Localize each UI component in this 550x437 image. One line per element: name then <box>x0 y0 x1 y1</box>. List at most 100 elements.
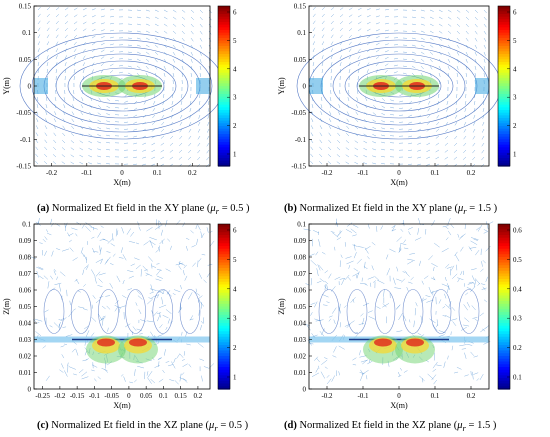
plot-a-vector <box>109 63 114 67</box>
plot-d-colorbar-label: 0.1 <box>513 374 522 382</box>
plot-b-vector <box>417 107 422 112</box>
plot-c-vector <box>54 282 62 286</box>
plot-a-colorbar-label: 3 <box>233 94 237 102</box>
plot-a-vector <box>55 62 58 67</box>
plot-c-vector <box>172 293 176 296</box>
plot-a-vector <box>207 107 210 112</box>
plot-b-vector <box>330 14 335 18</box>
plot-d-vector <box>350 228 357 234</box>
plot-d-vector <box>339 322 342 328</box>
plot-d-vector <box>398 247 401 252</box>
plot-a-vector <box>64 69 67 74</box>
plot-b-vector <box>312 41 315 46</box>
plot-d-colorbar-label: 0.4 <box>513 285 522 293</box>
plot-d-vector <box>441 283 449 287</box>
plot-d-vector <box>450 318 458 321</box>
plot-b-vector <box>330 62 333 67</box>
plot-b-vector <box>447 65 450 70</box>
plot-d-field <box>302 217 494 389</box>
plot-a-vector <box>179 142 183 147</box>
plot-b-vector <box>373 104 377 109</box>
caption-d-mu-sub: r <box>462 423 466 434</box>
plot-d-vector <box>346 222 353 227</box>
plot-b-vector <box>447 72 450 77</box>
plot-b-colorbar-segment <box>498 75 510 79</box>
plot-d-colorbar-segment <box>498 276 510 280</box>
plot-c-vector <box>128 241 136 243</box>
plot-d-vector <box>352 272 360 277</box>
plot-c-vector <box>203 366 209 369</box>
plot-d-vector <box>474 279 477 288</box>
plot-c-vector <box>58 283 62 292</box>
plot-a-vector <box>44 132 48 137</box>
plot-a-colorbar-segment <box>218 59 230 63</box>
plot-b-ytick-label: 0 <box>303 83 307 91</box>
plot-b-vector <box>481 135 485 140</box>
plot-d-colorbar-label: 0.3 <box>513 315 522 323</box>
plot-d-vector <box>324 357 328 360</box>
plot-d-colorbar <box>497 223 511 390</box>
plot-b-vector <box>372 126 377 130</box>
plot-b-ytick-label: -0.05 <box>291 109 306 117</box>
plot-d-vector <box>481 261 483 267</box>
plot-d-streamline <box>430 289 452 334</box>
plot-a-vector <box>82 14 87 18</box>
plot-a-vector <box>91 62 95 67</box>
plot-c-vector <box>137 365 145 369</box>
plot-b-vector <box>464 100 467 105</box>
plot-b-vector <box>381 120 386 123</box>
plot-c-colorbar-segment <box>218 248 230 253</box>
plot-d-vector <box>353 252 357 259</box>
plot-b-colorbar-segment <box>498 32 510 36</box>
plot-a-colorbar-segment <box>218 152 230 156</box>
plot-c-xtick-label: -0.2 <box>54 392 66 400</box>
plot-b-vector <box>420 37 425 40</box>
plot-a-vector <box>127 44 132 46</box>
plot-d-vector <box>468 282 472 284</box>
plot-d-hotspot-core <box>374 338 392 347</box>
plot-d-colorbar-segment <box>498 246 510 250</box>
plot-b-vector <box>429 44 434 48</box>
plot-b-vector <box>411 37 416 40</box>
plot-d-colorbar-segment <box>498 347 510 352</box>
plot-b-vector <box>321 69 323 74</box>
plot-d-vector <box>421 280 424 285</box>
plot-a-vector <box>172 23 177 27</box>
plot-d-vector <box>407 260 414 265</box>
plot-a-vector <box>199 30 203 35</box>
plot-d-vector <box>407 227 413 230</box>
panel-d: -0.2 -0.1 0 0.1 0.2 X(m) 0.1 0.09 0.08 0.07 0.06 0.… <box>275 217 550 437</box>
caption-c-text: Normalized Et field in the XZ plane ( <box>51 420 210 431</box>
plot-a-vector <box>181 23 186 27</box>
plot-a-edge-left <box>34 78 48 94</box>
plot-b-vector <box>454 114 458 119</box>
caption-a-mu-sub: r <box>215 206 220 217</box>
plot-b-vector <box>372 148 377 151</box>
plot-c-hotspot-core <box>97 338 115 347</box>
plot-b-vector <box>339 27 343 32</box>
plot-d-colorbar-segment <box>498 345 510 349</box>
plot-a-vector <box>73 34 78 39</box>
plot-a-colorbar-segment <box>218 35 230 39</box>
plot-c-vector <box>198 309 200 316</box>
plot-d-vector <box>438 330 447 334</box>
plot-a-vector <box>91 22 96 25</box>
plot-a-colorbar-segment <box>218 134 230 138</box>
plot-d-vector <box>396 278 402 282</box>
plot-c-vector <box>190 315 193 321</box>
plot-a-colorbar <box>217 5 231 167</box>
plot-b-vector <box>481 128 485 133</box>
plot-d-vector <box>310 312 313 316</box>
plot-a-colorbar-segment <box>218 6 230 10</box>
plot-a-vector <box>154 16 159 19</box>
plot-a-vector <box>64 34 68 39</box>
plot-c-colorbar-segment <box>218 375 230 379</box>
plot-b-vector <box>330 69 332 74</box>
plot-c-vector <box>165 309 172 314</box>
plot-a-vector <box>97 112 102 116</box>
plot-a-vector <box>64 27 68 32</box>
plot-d-vector <box>367 276 375 280</box>
plot-c-vector <box>197 224 201 231</box>
plot-c-vector <box>38 266 44 270</box>
plot-a-vector <box>163 58 167 63</box>
